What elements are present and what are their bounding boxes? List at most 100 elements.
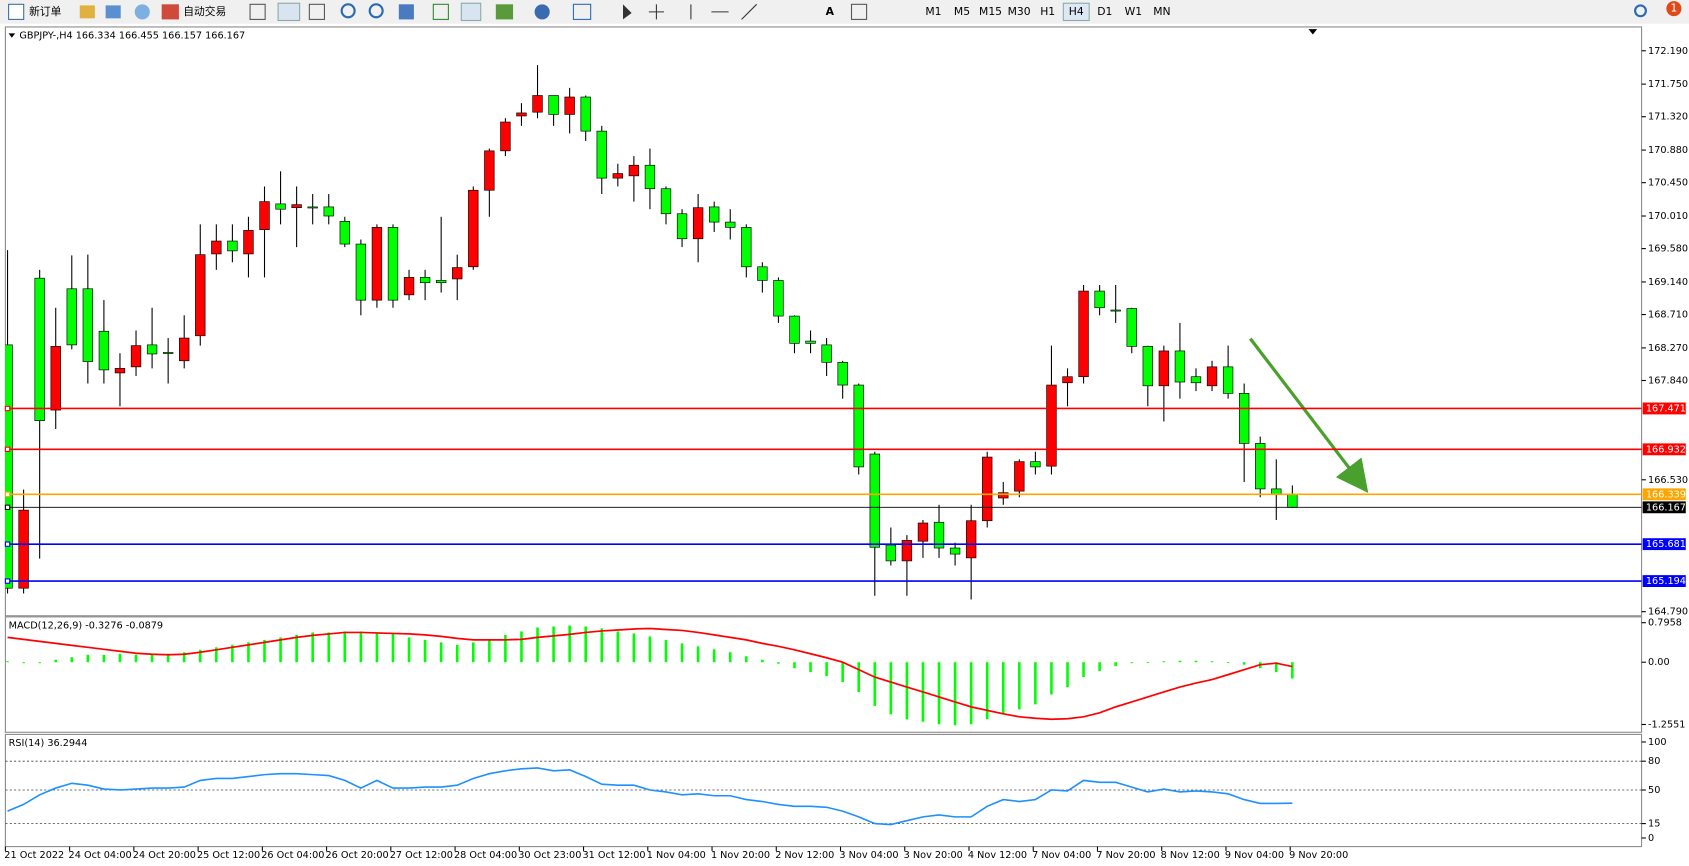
y-tick-label: 169.140 bbox=[1648, 277, 1688, 288]
new-order-icon[interactable] bbox=[8, 3, 25, 20]
macd-bar bbox=[648, 636, 652, 663]
candle-body bbox=[1190, 376, 1202, 384]
level-label: 165.681 bbox=[1646, 539, 1686, 550]
zoom-in[interactable] bbox=[340, 3, 356, 19]
tool-icon[interactable] bbox=[134, 4, 150, 20]
macd-bar bbox=[761, 659, 764, 663]
candle-body bbox=[50, 346, 61, 411]
x-tick-label: 7 Nov 20:00 bbox=[1096, 850, 1155, 861]
candle-body bbox=[1174, 350, 1186, 383]
level-tag bbox=[1642, 488, 1686, 501]
tool-icon[interactable] bbox=[79, 5, 95, 19]
macd-bar bbox=[504, 634, 507, 663]
candle-body bbox=[162, 352, 174, 354]
tool-icon[interactable] bbox=[572, 3, 592, 20]
timeframe[interactable]: M30 bbox=[1008, 5, 1031, 18]
level-tag bbox=[1642, 575, 1686, 587]
macd-bar bbox=[1274, 662, 1278, 673]
notification-count: 1 bbox=[1670, 2, 1677, 15]
crosshair-tool[interactable] bbox=[648, 4, 664, 20]
macd-bar bbox=[198, 649, 202, 663]
tool-icon[interactable] bbox=[308, 3, 325, 20]
macd-bar bbox=[1226, 662, 1230, 664]
candle-body bbox=[18, 509, 29, 589]
macd-bar bbox=[825, 662, 828, 677]
line-tools[interactable] bbox=[690, 3, 758, 20]
rsi-line bbox=[7, 767, 1293, 826]
candle-body bbox=[500, 121, 511, 152]
macd-bar bbox=[423, 639, 427, 663]
timeframe[interactable]: MN bbox=[1153, 5, 1170, 18]
toolbar-bg bbox=[0, 0, 1689, 24]
tool-icon[interactable] bbox=[460, 2, 482, 22]
macd-bar bbox=[745, 656, 748, 663]
candle-body bbox=[773, 280, 784, 317]
text-tool[interactable]: A bbox=[826, 5, 835, 18]
tool-icon[interactable] bbox=[432, 3, 449, 20]
candle-body bbox=[66, 288, 77, 346]
macd-bar bbox=[1210, 661, 1214, 663]
candle-body bbox=[452, 267, 463, 280]
tool-icon[interactable] bbox=[398, 4, 414, 20]
candle-body bbox=[82, 288, 94, 362]
macd-bar bbox=[616, 631, 620, 663]
candle-body bbox=[371, 227, 383, 301]
timeframe[interactable]: M15 bbox=[979, 5, 1002, 18]
macd-bar bbox=[407, 637, 411, 663]
notification-badge[interactable] bbox=[1666, 1, 1682, 17]
tool-icon[interactable] bbox=[105, 5, 121, 19]
timeframe[interactable]: H1 bbox=[1040, 5, 1055, 18]
toolbar: 新订单 自动交易 A M1 M5 M15 M30 H1 H4 D1 W1 MN 1 bbox=[0, 0, 1689, 24]
tool-icon[interactable] bbox=[249, 3, 266, 20]
tool-icon[interactable] bbox=[495, 4, 514, 20]
candle-body bbox=[998, 492, 1009, 499]
tool-icon[interactable] bbox=[277, 2, 301, 22]
candle-body bbox=[741, 227, 752, 268]
search[interactable] bbox=[1634, 4, 1647, 18]
label-tool[interactable] bbox=[850, 3, 868, 20]
candle-body bbox=[644, 164, 656, 190]
auto-trading[interactable]: 自动交易 bbox=[183, 5, 226, 18]
candle-body bbox=[789, 315, 800, 344]
candle-body bbox=[5, 344, 13, 589]
candle-body bbox=[901, 540, 913, 562]
auto-trading-icon[interactable] bbox=[161, 4, 179, 20]
level-label: 166.339 bbox=[1646, 489, 1686, 500]
y-tick-label: 168.710 bbox=[1648, 310, 1688, 321]
macd-bar bbox=[327, 632, 331, 663]
macd-bar bbox=[793, 662, 796, 669]
x-tick-label: 1 Nov 20:00 bbox=[711, 850, 770, 861]
candle-body bbox=[692, 207, 704, 240]
x-tick-label: 1 Nov 04:00 bbox=[647, 850, 706, 861]
candle-body bbox=[628, 164, 640, 177]
macd-bar bbox=[985, 662, 989, 720]
macd-bar bbox=[584, 626, 588, 663]
candle-body bbox=[130, 345, 142, 368]
macd-bar bbox=[809, 662, 812, 673]
timeframe[interactable]: D1 bbox=[1097, 5, 1112, 18]
new-order[interactable]: 新订单 bbox=[29, 5, 62, 18]
macd-bar bbox=[1114, 662, 1117, 667]
candle-body bbox=[227, 240, 238, 252]
macd-tick-label: 0.7958 bbox=[1648, 618, 1682, 629]
timeframe[interactable]: M1 bbox=[925, 5, 941, 18]
x-tick-label: 30 Oct 23:00 bbox=[518, 850, 581, 861]
macd-bar bbox=[86, 654, 90, 663]
y-tick-label: 171.320 bbox=[1648, 112, 1688, 123]
level-handle bbox=[4, 446, 11, 453]
candle-body bbox=[885, 544, 897, 562]
level-tag bbox=[1642, 443, 1686, 456]
x-tick-label: 26 Oct 04:00 bbox=[261, 850, 324, 861]
timeframe[interactable]: H4 bbox=[1069, 5, 1084, 18]
macd-bar bbox=[680, 643, 684, 663]
timeframe[interactable]: M5 bbox=[954, 5, 970, 18]
macd-bar bbox=[600, 628, 604, 663]
timeframe[interactable]: W1 bbox=[1125, 5, 1142, 18]
macd-bar bbox=[488, 639, 491, 663]
tool-icon[interactable] bbox=[534, 4, 550, 20]
macd-bar bbox=[857, 662, 861, 692]
zoom-out[interactable] bbox=[368, 3, 384, 19]
symbol-header: GBPJPY-,H4 166.334 166.455 166.157 166.1… bbox=[19, 31, 245, 42]
cursor-tool[interactable] bbox=[623, 4, 632, 20]
